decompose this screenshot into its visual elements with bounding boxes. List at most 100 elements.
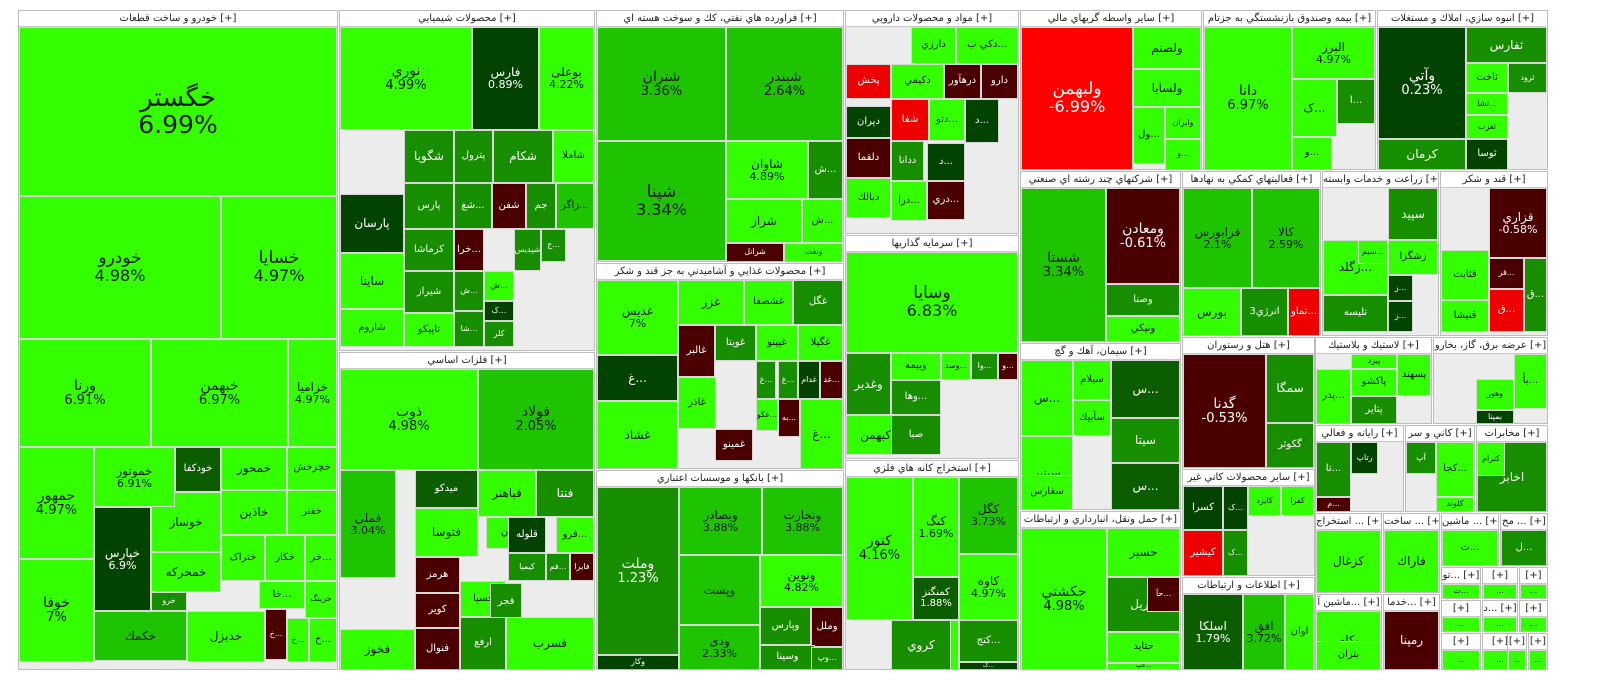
stock-tile[interactable]: فجر [490,583,522,621]
stock-tile[interactable]: اوان [1285,594,1314,669]
sector-header[interactable]: عرضه برق، گاز، بخارو [+] [1434,338,1547,354]
stock-tile[interactable]: زاگر... [556,183,594,229]
stock-tile[interactable]: اخابر [1477,442,1547,511]
stock-tile[interactable]: ق... [1524,258,1547,332]
stock-tile[interactable]: غ... [800,399,843,468]
stock-tile[interactable]: شتران 3.36% [597,27,726,141]
stock-tile[interactable]: وپ... [811,647,843,669]
stock-tile[interactable]: غد... [820,361,843,399]
stock-tile[interactable]: فنوال [415,628,460,669]
stock-tile[interactable]: غاذر [678,377,716,429]
stock-tile[interactable]: ونوين 4.82% [760,555,843,607]
stock-tile[interactable]: غزر [678,280,744,325]
sector-header[interactable]: [+] [1520,568,1547,584]
stock-tile[interactable]: وصنا [1106,284,1180,316]
stock-tile[interactable]: فباهنر [478,470,536,517]
stock-tile[interactable]: ق... [1489,289,1524,332]
stock-tile[interactable]: سيم... [1358,240,1388,264]
stock-tile[interactable]: خ... [309,618,337,662]
stock-tile[interactable]: درهآور [944,64,981,99]
stock-tile[interactable]: خ... [287,618,309,662]
stock-tile[interactable]: کاوه 4.97% [959,554,1018,620]
stock-tile[interactable]: و... [998,353,1018,380]
sector-header[interactable]: محصولات شيميايي [+] [340,11,594,27]
stock-tile[interactable]: ا... [1337,79,1375,124]
sector-header[interactable]: ماشين آ... [+] [1316,595,1381,611]
stock-tile[interactable]: خرو [151,592,187,611]
stock-tile[interactable]: خکار [265,535,305,581]
stock-tile[interactable]: غگيلا [798,325,843,361]
stock-tile[interactable]: شكام [493,130,553,183]
stock-tile[interactable]: وهور [1476,379,1514,410]
stock-tile[interactable]: ... [1529,650,1547,669]
stock-tile[interactable]: فرو... [556,517,594,553]
stock-tile[interactable]: كيشير [1183,530,1223,575]
stock-tile[interactable]: فرابورس 2.1% [1183,188,1252,288]
stock-tile[interactable]: فولاد 2.05% [478,369,594,470]
sector-header[interactable]: [+] [1442,601,1480,617]
stock-tile[interactable]: وآتي 0.23% [1378,27,1466,139]
stock-tile[interactable]: دتو... [929,99,965,141]
stock-tile[interactable]: سپيد [1388,188,1438,240]
stock-tile[interactable]: خزامیا 4.97% [288,339,337,447]
stock-tile[interactable]: دكيمي [891,64,944,99]
stock-tile[interactable]: م... [1316,497,1351,511]
stock-tile[interactable]: س... [1111,360,1180,418]
sector-header[interactable]: اطلاعات و ارتباطات [+] [1183,578,1314,594]
stock-tile[interactable]: خكمك [94,611,187,661]
stock-tile[interactable]: ... [1442,650,1480,669]
sector-header[interactable]: حمل ونقل، انبارداري و ارتباطات [+] [1021,512,1180,528]
stock-tile[interactable]: غدام [798,361,820,399]
stock-tile[interactable]: شفا [891,99,929,141]
stock-tile[interactable]: كترام [1477,442,1505,476]
stock-tile[interactable]: شغ... [454,183,492,229]
stock-tile[interactable]: بورس [1183,288,1241,335]
sector-header[interactable]: كاني و سر [+] [1406,426,1474,442]
stock-tile[interactable]: د... [965,99,999,143]
stock-tile[interactable]: وکار [597,655,679,669]
sector-header[interactable]: ساخت ... [+] [1384,514,1439,530]
stock-tile[interactable]: ميدكو [415,470,478,508]
stock-tile[interactable]: سمگا [1266,354,1314,423]
stock-tile[interactable]: وپست [679,555,760,625]
stock-tile[interactable]: ذوب 4.98% [340,369,478,470]
stock-tile[interactable]: تماو... [1288,288,1320,335]
sector-header[interactable]: استخراج ... [+] [1316,514,1381,530]
stock-tile[interactable]: ثفارس [1466,27,1547,63]
stock-tile[interactable]: گكوثر [1266,423,1314,467]
stock-tile[interactable]: حآ... [1147,577,1180,612]
stock-tile[interactable]: هرمز [415,557,460,593]
stock-tile[interactable]: ج... [541,229,566,262]
stock-tile[interactable]: شاوان 4.89% [726,141,808,199]
stock-tile[interactable]: غدیس 7% [597,280,678,355]
stock-tile[interactable]: خگستر 6.99% [19,27,337,196]
stock-tile[interactable]: پسهند [1397,354,1431,396]
stock-tile[interactable]: خچرخش [287,447,337,490]
stock-tile[interactable]: رتاپ [1351,442,1378,474]
stock-tile[interactable]: فارس 0.89% [472,27,539,130]
stock-tile[interactable]: پتاير [1351,396,1397,423]
stock-tile[interactable]: شپديس [514,229,541,271]
stock-tile[interactable]: غ... [597,355,678,401]
stock-tile[interactable]: اسلکا 1.79% [1183,594,1243,669]
stock-tile[interactable]: شگويا [404,130,454,183]
stock-tile[interactable]: قلوله [508,517,546,553]
sector-header[interactable]: فراورده هاي نفتي، كك و سوخت هسته اي [+] [597,11,843,27]
stock-tile[interactable]: دانا 6.97% [1204,27,1292,169]
stock-tile[interactable]: وسد... [941,353,971,380]
stock-tile[interactable]: انرژي3 [1241,288,1288,335]
stock-tile[interactable]: ... [1483,584,1517,598]
stock-tile[interactable]: حريل [1107,577,1180,632]
stock-tile[interactable]: تا... [1316,442,1351,497]
sector-header[interactable]: فعاليتهاي كمكي به نهادها [+] [1183,172,1320,188]
sector-header[interactable]: استخراج كانه هاي فلزي [+] [846,461,1018,477]
sector-header[interactable]: هتل و رستوران [+] [1183,338,1314,354]
stock-tile[interactable]: س... [1111,463,1180,509]
stock-tile[interactable]: ولصنم [1133,27,1201,69]
stock-tile[interactable]: کنور 4.16% [846,477,913,620]
stock-tile[interactable]: جم [526,183,556,229]
stock-tile[interactable]: شستا 3.34% [1021,188,1106,341]
stock-tile[interactable]: ... [1442,617,1480,631]
stock-tile[interactable]: ول... [1133,107,1165,164]
stock-tile[interactable]: دلقما [846,138,891,178]
